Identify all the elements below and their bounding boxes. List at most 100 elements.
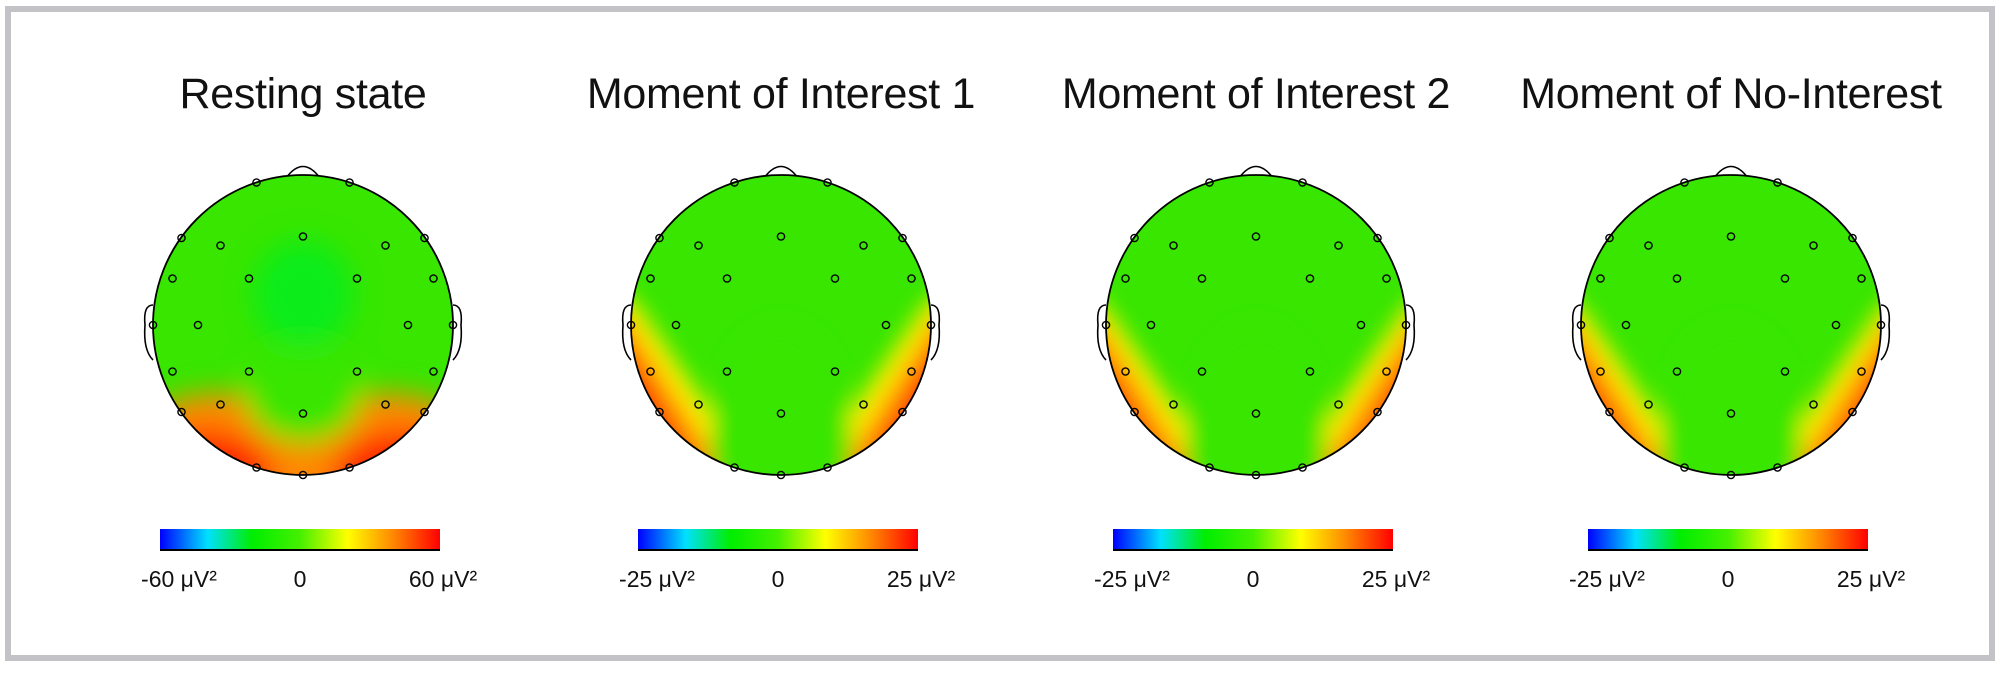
electrode-marker [1809, 241, 1818, 250]
topography-field [631, 175, 931, 475]
panel-title: Moment of No-Interest [1520, 70, 1942, 118]
electrode-marker [1121, 274, 1130, 283]
topography-field [1581, 175, 1881, 475]
scalp-topography-map [1096, 165, 1416, 480]
electrode-marker [655, 407, 664, 417]
electrode-marker [907, 274, 916, 283]
electrode-marker [252, 463, 261, 472]
electrode-marker [352, 274, 362, 283]
head-outline [152, 174, 454, 476]
electrode-marker [859, 241, 868, 250]
nose-outline [285, 165, 321, 179]
colorbar-max-label: 60 μV² [408, 566, 478, 592]
electrode-marker [1680, 463, 1689, 472]
electrode-marker [429, 367, 438, 376]
nose-outline [1713, 165, 1749, 179]
electrode-marker [694, 400, 703, 409]
electrode-marker [381, 241, 390, 250]
electrode-marker [216, 241, 225, 250]
electrode-marker [1298, 463, 1307, 472]
scalp-topography-map [621, 165, 941, 480]
electrode-marker [926, 320, 936, 330]
electrode-marker [830, 367, 840, 376]
electrode-marker [177, 407, 186, 417]
electrode-marker [298, 232, 308, 241]
panel-moment-of-no-interest: Moment of No-Interest -25 μV² 0 25 μV² [1491, 0, 1971, 660]
electrode-marker [823, 463, 832, 472]
colorbar-max-label: 25 μV² [1836, 566, 1906, 592]
colorbar-mid-label: 0 [1246, 566, 1260, 592]
electrode-marker [776, 232, 786, 241]
electrode-marker [1334, 241, 1343, 250]
electrode-marker [1382, 274, 1391, 283]
colorbar-min-label: -25 μV² [1569, 566, 1645, 592]
panel-resting-state: Resting state -60 μV² 0 60 μV² [63, 0, 543, 660]
electrode-marker [898, 407, 907, 417]
colorbar [160, 529, 440, 551]
electrode-marker [148, 320, 158, 330]
panel-title: Moment of Interest 1 [586, 70, 976, 118]
colorbar-mid-label: 0 [771, 566, 785, 592]
electrode-marker [1596, 367, 1605, 376]
electrode-marker [730, 463, 739, 472]
electrode-marker [1809, 400, 1818, 409]
colorbar-max-label: 25 μV² [1361, 566, 1431, 592]
electrode-marker [1672, 367, 1682, 376]
electrode-marker [1726, 409, 1736, 418]
left-ear-outline [621, 304, 632, 361]
electrode-marker [1680, 178, 1689, 187]
electrode-marker [1251, 232, 1261, 241]
electrode-marker [193, 320, 203, 330]
electrode-marker [168, 367, 177, 376]
electrode-marker [429, 274, 438, 283]
head-outline [1580, 174, 1882, 476]
scalp-topography-map [143, 165, 463, 480]
electrode-marker [1780, 367, 1790, 376]
electrode-marker [1857, 367, 1866, 376]
electrode-marker [298, 470, 308, 480]
head-outline [1105, 174, 1407, 476]
electrode-marker [1197, 274, 1207, 283]
electrode-marker [671, 320, 681, 330]
electrode-marker [1251, 409, 1261, 418]
electrode-marker [1121, 367, 1130, 376]
electrode-marker [252, 178, 261, 187]
electrode-marker [1305, 367, 1315, 376]
electrode-marker [1305, 274, 1315, 283]
electrode-marker [1596, 274, 1605, 283]
panel-moment-of-interest-1: Moment of Interest 1 -25 μV² 0 25 μV² [541, 0, 1021, 660]
electrode-marker [1780, 274, 1790, 283]
electrode-marker [1857, 274, 1866, 283]
electrode-marker [352, 367, 362, 376]
electrode-marker [655, 233, 664, 243]
electrode-marker [1373, 407, 1382, 417]
electrode-marker [1334, 400, 1343, 409]
electrode-marker [1644, 400, 1653, 409]
electrode-marker [730, 178, 739, 187]
electrode-marker [244, 367, 254, 376]
electrode-marker [898, 233, 907, 243]
left-ear-outline [1096, 304, 1107, 361]
electrode-marker [1644, 241, 1653, 250]
colorbar [1588, 529, 1868, 551]
electrode-marker [1298, 178, 1307, 187]
left-ear-outline [143, 304, 154, 361]
electrode-marker [776, 409, 786, 418]
head-outline [630, 174, 932, 476]
electrode-marker [722, 274, 732, 283]
electrode-marker [1130, 407, 1139, 417]
colorbar [638, 529, 918, 551]
colorbar-min-label: -60 μV² [141, 566, 217, 592]
nose-outline [763, 165, 799, 179]
electrode-marker [298, 409, 308, 418]
right-ear-outline [1405, 304, 1416, 361]
colorbar-mid-label: 0 [1721, 566, 1735, 592]
electrode-marker [1726, 232, 1736, 241]
scalp-topography-map [1571, 165, 1891, 480]
electrode-marker [823, 178, 832, 187]
electrode-marker [1251, 470, 1261, 480]
electrode-marker [694, 241, 703, 250]
electrode-marker [345, 178, 354, 187]
electrode-marker [776, 470, 786, 480]
electrode-marker [1197, 367, 1207, 376]
